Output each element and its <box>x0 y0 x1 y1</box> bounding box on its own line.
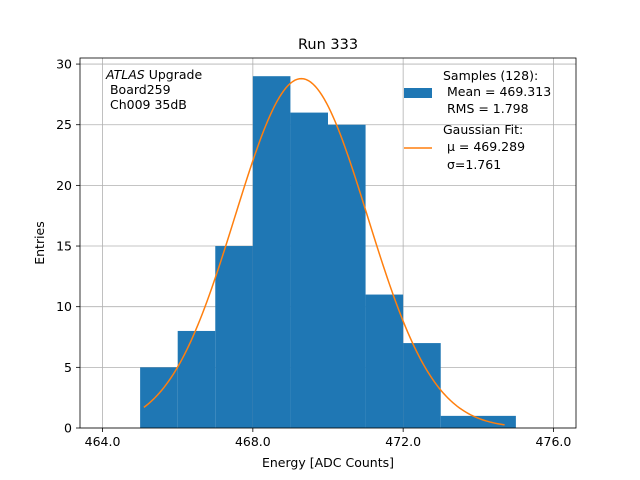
legend-samples-mean: Mean = 469.313 <box>443 84 551 99</box>
histogram-bar-8 <box>440 415 516 428</box>
y-axis-label: Entries <box>32 221 47 265</box>
x-tick-label-3: 476.0 <box>536 434 572 449</box>
x-tick-label-0: 464.0 <box>85 434 121 449</box>
annotation-line-3: Ch009 35dB <box>106 97 187 112</box>
histogram-bar-3 <box>252 76 291 429</box>
histogram-bars <box>140 76 516 429</box>
legend-fit-title: Gaussian Fit: <box>443 122 523 137</box>
plot-frame <box>79 57 577 429</box>
annotation-rest: Upgrade <box>145 67 203 82</box>
histogram-bar-1 <box>177 330 216 428</box>
histogram-bar-2 <box>215 246 253 428</box>
x-tick-label-1: 468.0 <box>235 434 271 449</box>
y-tick-label-4: 20 <box>56 178 72 193</box>
histogram-bar-7 <box>403 343 441 428</box>
y-tick-label-1: 5 <box>64 360 72 375</box>
legend-samples-title: Samples (128): <box>443 68 538 83</box>
chart-title: Run 333 <box>298 37 358 53</box>
annotation-line-1: ATLAS Upgrade <box>105 67 202 82</box>
annotation-line-2: Board259 <box>106 82 171 97</box>
x-axis-label: Energy [ADC Counts] <box>262 455 394 470</box>
x-axis-ticks: 464.0 468.0 472.0 476.0 <box>85 428 572 449</box>
y-axis-ticks: 0 5 10 15 20 25 30 <box>56 57 80 436</box>
histogram-bar-6 <box>365 294 404 428</box>
annotation-box: ATLAS Upgrade Board259 Ch009 35dB <box>105 67 202 112</box>
legend-fit-mu: μ = 469.289 <box>443 139 525 154</box>
y-tick-label-2: 10 <box>56 299 72 314</box>
legend-fit-sigma: σ=1.761 <box>443 157 501 172</box>
legend: Samples (128): Mean = 469.313 RMS = 1.79… <box>404 68 551 172</box>
legend-samples-rms: RMS = 1.798 <box>443 101 529 116</box>
y-tick-label-5: 25 <box>56 117 72 132</box>
legend-samples-swatch <box>404 88 432 98</box>
x-tick-label-2: 472.0 <box>385 434 421 449</box>
y-tick-label-6: 30 <box>56 57 72 72</box>
annotation-italic: ATLAS <box>105 67 145 82</box>
y-tick-label-3: 15 <box>56 239 72 254</box>
histogram-bar-5 <box>328 124 366 428</box>
histogram-bar-4 <box>290 112 328 429</box>
gaussian-fit-curve <box>143 77 505 426</box>
y-tick-label-0: 0 <box>64 421 72 436</box>
